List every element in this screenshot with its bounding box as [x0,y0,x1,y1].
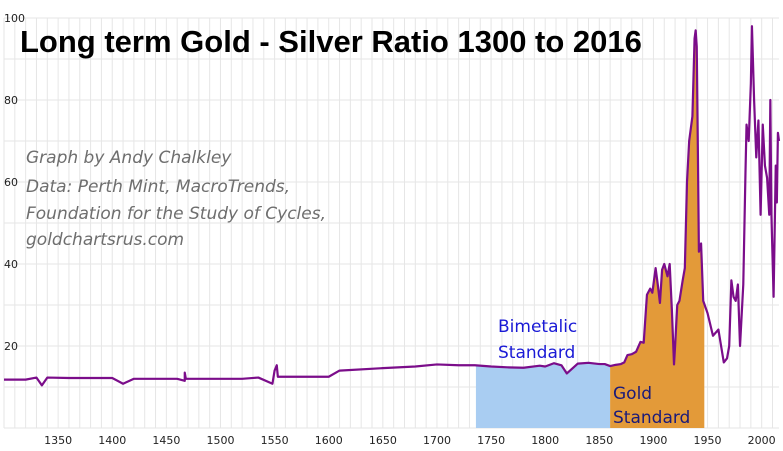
y-tick-label: 20 [4,340,18,353]
standard-regions [475,30,705,429]
x-tick-label: 1900 [639,434,667,447]
x-tick-label: 1500 [206,434,234,447]
y-tick-label: 60 [4,176,18,189]
y-axis-ticks: 20 40 60 80 100 [4,12,25,353]
x-tick-label: 1850 [585,434,613,447]
region-label: Bimetalic [498,317,577,337]
credit-line-2: Data: Perth Mint, MacroTrends, [26,177,290,197]
x-tick-label: 2000 [748,434,776,447]
x-tick-label: 1950 [694,434,722,447]
x-axis-ticks: 1350 1400 1450 1500 1550 1600 1650 1700 1750 1800… [44,434,776,447]
bimetallic-standard-region [475,362,611,428]
x-tick-label: 1700 [423,434,451,447]
y-tick-label: 100 [4,12,25,25]
credit-line-1: Graph by Andy Chalkley [26,148,232,168]
x-tick-label: 1650 [369,434,397,447]
x-tick-label: 1450 [152,434,180,447]
x-tick-label: 1400 [98,434,126,447]
ratio-series-line [4,25,781,387]
credit-line-3: Foundation for the Study of Cycles, [26,204,326,224]
x-tick-label: 1600 [315,434,343,447]
region-label: Standard [498,343,575,363]
x-tick-label: 1750 [477,434,505,447]
gold-standard-region [610,30,705,429]
gridlines [3,17,779,429]
region-label: Gold [613,384,652,404]
x-tick-label: 1550 [261,434,289,447]
y-tick-label: 80 [4,94,18,107]
series-group [4,25,781,387]
x-tick-label: 1350 [44,434,72,447]
region-labels: Bimetalic Standard Gold Standard [498,317,690,428]
chart-title: Long term Gold - Silver Ratio 1300 to 20… [20,24,642,59]
y-tick-label: 40 [4,258,18,271]
credit-line-4: goldchartsrus.com [26,230,184,250]
region-label: Standard [613,408,690,428]
x-tick-label: 1800 [531,434,559,447]
